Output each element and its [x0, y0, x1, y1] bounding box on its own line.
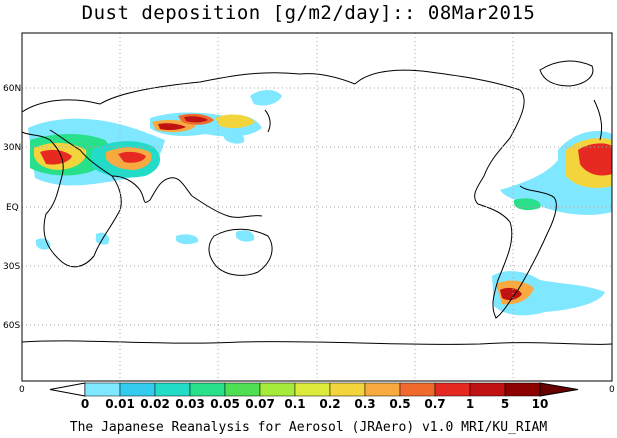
colorbar-label: 0.07 — [245, 397, 275, 411]
colorbar-swatch — [119, 382, 156, 397]
colorbar-swatch — [469, 382, 506, 397]
colorbar-label: 1 — [466, 397, 474, 411]
dust-field-siberia — [250, 90, 282, 106]
dust-field-amazon — [514, 198, 541, 211]
colorbar-swatch — [259, 382, 296, 397]
lat-label-60n: 60N — [3, 84, 21, 94]
colorbar-label: 0.01 — [105, 397, 135, 411]
colorbar-swatch — [154, 382, 191, 397]
colorbar-label: 0.03 — [175, 397, 205, 411]
colorbar-swatch — [224, 382, 261, 397]
colorbar-label: 0.1 — [284, 397, 305, 411]
colorbar-over-triangle — [539, 382, 579, 397]
colorbar-under-triangle — [49, 382, 86, 397]
colorbar-swatch — [294, 382, 331, 397]
dust-field-sahara-core — [40, 149, 72, 165]
footer-credit: The Japanese Reanalysis for Aerosol (JRA… — [69, 420, 548, 435]
colorbar-swatch — [364, 382, 401, 397]
colorbar-label: 0.5 — [389, 397, 410, 411]
dust-deposition-fields — [28, 90, 612, 316]
coastlines — [21, 60, 613, 345]
colorbar-label: 0.3 — [354, 397, 375, 411]
dust-field-atlantic-core — [578, 143, 612, 176]
dust-field-china-south — [224, 131, 245, 144]
lat-label-eq: EQ — [6, 203, 19, 213]
dust-field-australia — [236, 230, 255, 242]
coastline-greenland — [539, 60, 594, 87]
lat-label-60s: 60S — [3, 321, 20, 331]
colorbar-label: 0.02 — [140, 397, 170, 411]
coastline-eurasia-north — [21, 72, 356, 113]
map-frame — [21, 32, 613, 382]
coastline-australia — [208, 228, 273, 276]
coastline-west-europe — [593, 99, 603, 141]
colorbar: 0 0.01 0.02 0.03 0.05 0.07 0.1 0.2 0.3 0.5 0.7 1 5 10 — [49, 382, 579, 411]
colorbar-swatch — [189, 382, 226, 397]
dust-field-arabia-core — [118, 151, 146, 163]
colorbar-swatch — [84, 382, 121, 397]
colorbar-label: 10 — [532, 397, 549, 411]
lat-label-30n: 30N — [3, 143, 21, 153]
colorbar-swatch — [399, 382, 436, 397]
dust-field-indian-ocean — [176, 234, 199, 245]
coastline-se-asia — [191, 195, 263, 218]
coastline-americas — [354, 69, 557, 319]
colorbar-swatch — [504, 382, 541, 397]
coastline-antarctica — [21, 340, 613, 345]
coastline-japan — [264, 109, 271, 133]
colorbar-label: 5 — [501, 397, 509, 411]
colorbar-swatch — [329, 382, 366, 397]
colorbar-label: 0.2 — [319, 397, 340, 411]
colorbar-label: 0 — [81, 397, 89, 411]
colorbar-swatch — [434, 382, 471, 397]
map-title: Dust deposition [g/m2/day]:: 08Mar2015 — [81, 2, 536, 24]
dust-field-patagonia-core — [500, 287, 522, 301]
edge-label-left: 0 — [19, 385, 25, 395]
colorbar-label: 0.7 — [424, 397, 445, 411]
colorbar-label: 0.05 — [210, 397, 240, 411]
dust-field-gobi-core — [184, 116, 208, 123]
edge-label-right: 0 — [609, 385, 615, 395]
coastline-south-asia — [111, 175, 193, 203]
lat-label-30s: 30S — [3, 262, 20, 272]
dust-field-east-asia — [215, 114, 255, 129]
dust-field-asia-west-core — [158, 123, 186, 131]
